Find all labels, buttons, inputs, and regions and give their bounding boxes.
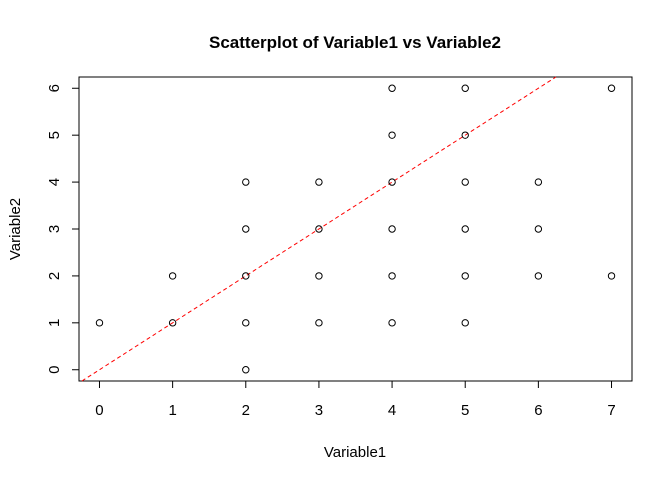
- data-point: [388, 272, 396, 280]
- data-point: [607, 84, 616, 92]
- x-tick-label: 5: [461, 402, 469, 419]
- data-point: [461, 225, 469, 233]
- data-point: [461, 84, 469, 92]
- plot-frame: [78, 76, 633, 382]
- data-point: [242, 272, 250, 280]
- chart-title: Scatterplot of Variable1 vs Variable2: [209, 33, 501, 52]
- x-tick-label: 4: [388, 402, 396, 419]
- data-points: [95, 84, 616, 374]
- data-point: [242, 178, 250, 186]
- data-point: [534, 225, 543, 233]
- data-point: [461, 131, 469, 139]
- x-tick-label: 2: [242, 402, 250, 419]
- reference-line-group: [81, 76, 557, 382]
- x-axis-label: Variable1: [324, 444, 386, 461]
- x-axis: 0 1 2 3 4 5 6 7: [95, 380, 616, 419]
- y-tick-label: 6: [46, 84, 63, 92]
- data-point: [168, 319, 177, 327]
- data-point: [461, 319, 469, 327]
- data-point: [242, 225, 250, 233]
- y-axis-label: Variable2: [7, 198, 24, 260]
- y-tick-label: 4: [46, 178, 63, 186]
- data-point: [388, 319, 396, 327]
- data-point: [95, 319, 104, 327]
- data-point: [315, 319, 323, 327]
- y-tick-label: 5: [46, 131, 63, 139]
- data-point: [388, 131, 396, 139]
- data-point: [388, 84, 396, 92]
- data-point: [315, 178, 323, 186]
- data-point: [534, 272, 543, 280]
- data-point: [534, 178, 543, 186]
- data-point: [461, 272, 469, 280]
- y-tick-label: 3: [46, 225, 63, 233]
- data-point: [168, 272, 177, 280]
- x-tick-label: 3: [315, 402, 323, 419]
- reference-line: [81, 76, 557, 382]
- x-tick-label: 6: [534, 402, 542, 419]
- x-tick-label: 7: [607, 402, 615, 419]
- data-point: [315, 225, 323, 233]
- x-tick-label: 1: [168, 402, 176, 419]
- data-point: [607, 272, 616, 280]
- data-point: [388, 178, 396, 186]
- x-tick-label: 0: [95, 402, 103, 419]
- data-point: [242, 366, 250, 374]
- data-point: [242, 319, 250, 327]
- data-point: [315, 272, 323, 280]
- data-point: [388, 225, 396, 233]
- y-axis: 0 1 2 3 4 5 6: [46, 84, 80, 374]
- y-tick-label: 0: [46, 366, 63, 374]
- y-tick-label: 1: [46, 319, 63, 327]
- data-point: [461, 178, 469, 186]
- y-tick-label: 2: [46, 272, 63, 280]
